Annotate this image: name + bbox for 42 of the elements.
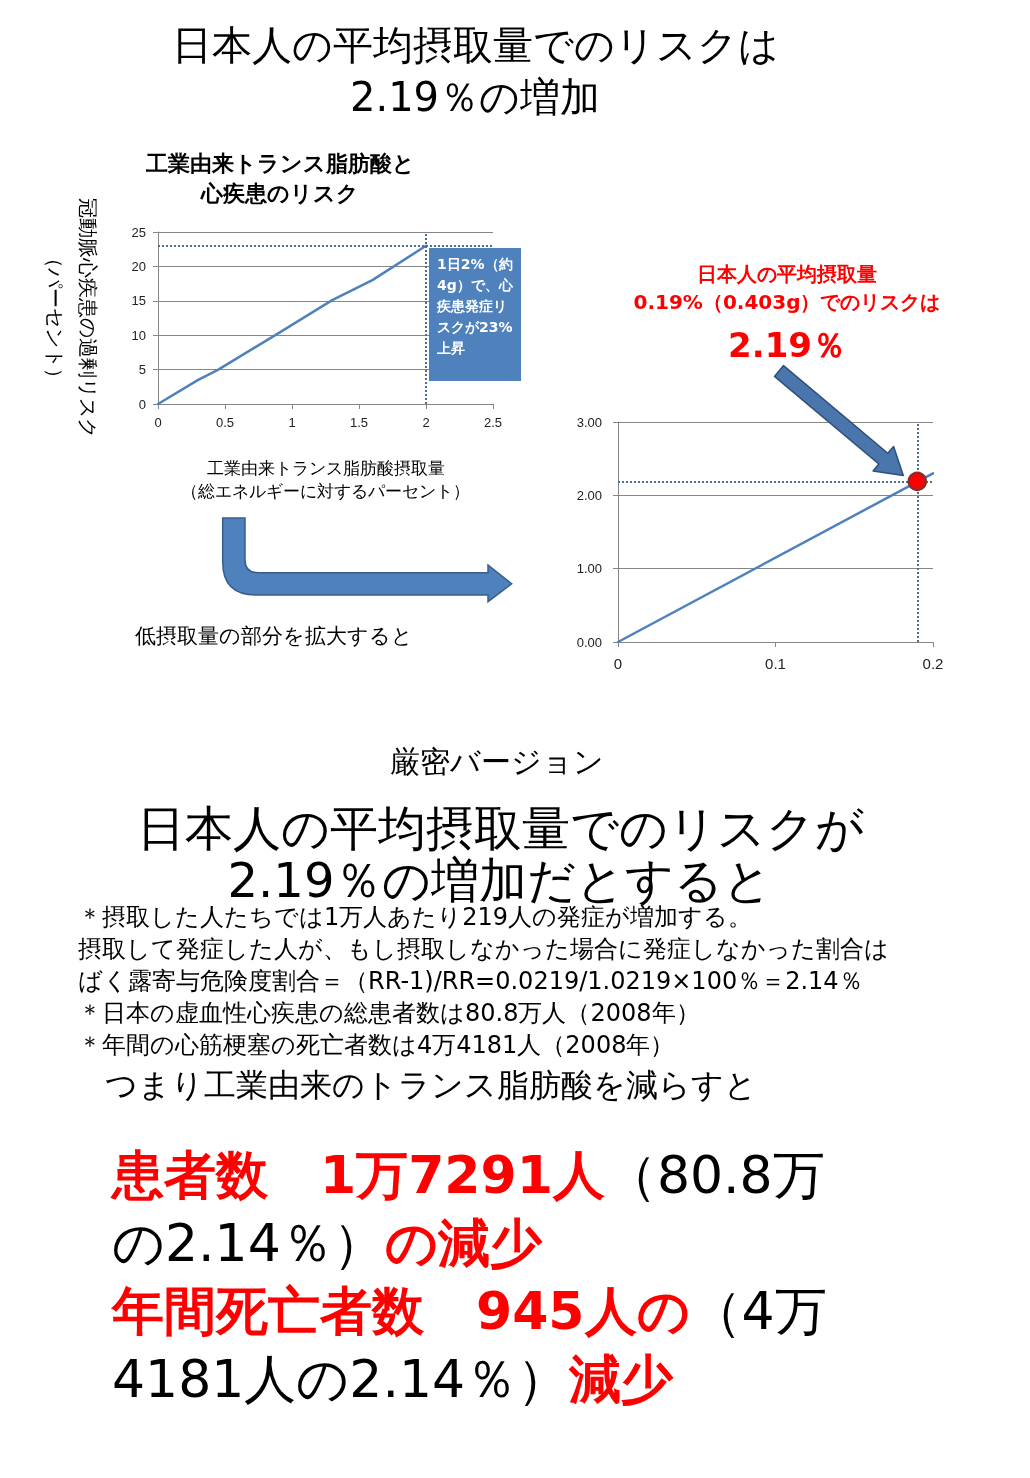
annotation: 1日2%（約4g）で、心疾患発症リスクが23%上昇	[429, 247, 521, 381]
y-tick-label: 10	[131, 327, 146, 343]
y-tick-label: 1.00	[576, 561, 602, 577]
y-tick-label: 25	[131, 224, 146, 240]
text: ばく露寄与危険度割合＝（RR-1)/RR=0.0219/1.0219×100％＝2.14％	[78, 967, 863, 995]
y-tick-label: 0.00	[576, 634, 602, 650]
x-tick-label: 0	[613, 655, 623, 672]
text: 厳密バージョン	[390, 744, 604, 780]
x-tick-label: 2.5	[483, 415, 503, 430]
x-tick-label: 0.1	[765, 655, 786, 672]
text: ＊日本の虚血性心疾患の総患者数は80.8万人（2008年）	[78, 999, 700, 1027]
x-tick-label: 0.5	[215, 415, 235, 430]
text: の減少	[384, 1213, 542, 1273]
y-tick-label: 5	[138, 362, 146, 378]
y-tick-label: 20	[131, 258, 146, 274]
text: （4万	[689, 1281, 827, 1341]
text: つまり工業由来のトランス脂肪酸を減らすと	[105, 1066, 757, 1104]
chart-title: 工業由来トランス脂肪酸と心疾患のリスク	[144, 150, 415, 206]
text: の2.14％）	[112, 1213, 385, 1273]
y-tick-label: 15	[131, 293, 146, 309]
text: 4181人の2.14％）	[112, 1349, 570, 1409]
x-tick-label: 2	[422, 415, 430, 430]
y-axis-title: 冠動脈心疾患の過剰リスク（パーセント）	[42, 198, 100, 438]
text: 摂取して発症した人が、もし摂取しなかった場合に発症しなかった割合は	[78, 935, 889, 963]
line-series	[156, 244, 428, 406]
y-tick-label: 2.00	[576, 487, 602, 503]
y-tick-label: 3.00	[576, 414, 602, 430]
text: ＊年間の心筋梗塞の死亡者数は4万4181人（2008年）	[78, 1031, 675, 1059]
x-axis-title: 工業由来トランス脂肪酸摂取量（総エネルギーに対するパーセント）	[181, 457, 470, 501]
text: 日本人の平均摂取量 0.19%（0.403g）でのリスクは	[633, 261, 941, 316]
text: （80.8万	[604, 1145, 825, 1205]
x-tick-label: 1	[288, 415, 296, 430]
text: 低摂取量の部分を拡大すると	[135, 623, 413, 649]
text: 患者数 1万7291人	[112, 1145, 605, 1205]
x-tick-label: 0.2	[922, 655, 944, 672]
text: 2.19％	[728, 324, 846, 366]
x-tick-label: 0	[154, 415, 162, 430]
text: 日本人の平均摂取量でのリスクは 2.19％の増加	[171, 21, 779, 122]
text: 年間死亡者数 945人の	[112, 1281, 690, 1341]
x-tick-label: 1.5	[349, 415, 369, 430]
y-tick-label: 0	[138, 396, 146, 412]
text: 減少	[569, 1349, 674, 1409]
